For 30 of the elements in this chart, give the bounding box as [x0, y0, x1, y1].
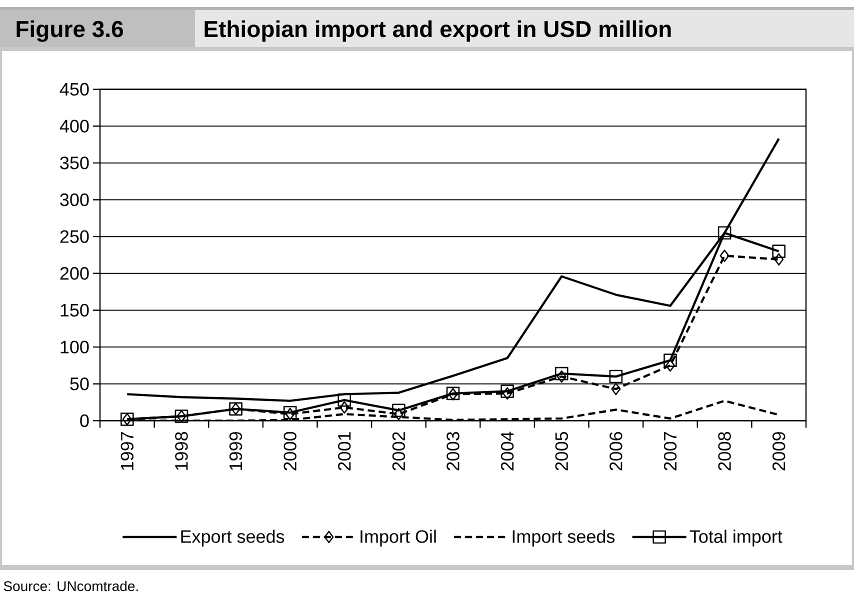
- legend-label: Import Oil: [360, 530, 436, 546]
- x-tick-label: 2000: [284, 432, 296, 470]
- x-tick-label: 2009: [772, 432, 786, 470]
- x-tick-label: 2005: [555, 432, 568, 470]
- legend-label: Total import: [690, 530, 782, 546]
- y-tick-label: 450: [60, 82, 89, 96]
- x-tick-label: 2002: [392, 432, 406, 470]
- x-tick-label: 2006: [610, 432, 622, 470]
- caption: Figure 3.6: [16, 20, 123, 42]
- x-tick-label: 1998: [175, 432, 188, 470]
- x-tick-label: 1999: [229, 432, 242, 470]
- y-tick-label: 350: [60, 156, 89, 170]
- x-tick-label: 1997: [120, 432, 134, 470]
- y-tick-label: 150: [60, 304, 89, 317]
- chart-title: Ethiopian import and export in USD million: [204, 20, 671, 42]
- y-tick-label: 300: [60, 193, 89, 206]
- y-tick-label: 0: [80, 414, 89, 428]
- x-tick-label: 2003: [446, 432, 460, 470]
- legend-label: Import seeds: [512, 530, 615, 546]
- y-tick-label: 250: [60, 230, 89, 243]
- y-tick-label: 50: [70, 378, 89, 390]
- y-tick-label: 400: [60, 120, 89, 132]
- y-tick-label: 100: [60, 340, 89, 354]
- x-tick-label: 2007: [664, 432, 677, 470]
- y-tick-label: 200: [60, 267, 89, 280]
- x-tick-label: 2008: [718, 432, 731, 470]
- x-tick-label: 2001: [338, 432, 351, 470]
- legend-label: Export seeds: [181, 530, 284, 546]
- source-note: Source: UNcomtrade.: [4, 580, 138, 592]
- x-tick-label: 2004: [500, 432, 514, 470]
